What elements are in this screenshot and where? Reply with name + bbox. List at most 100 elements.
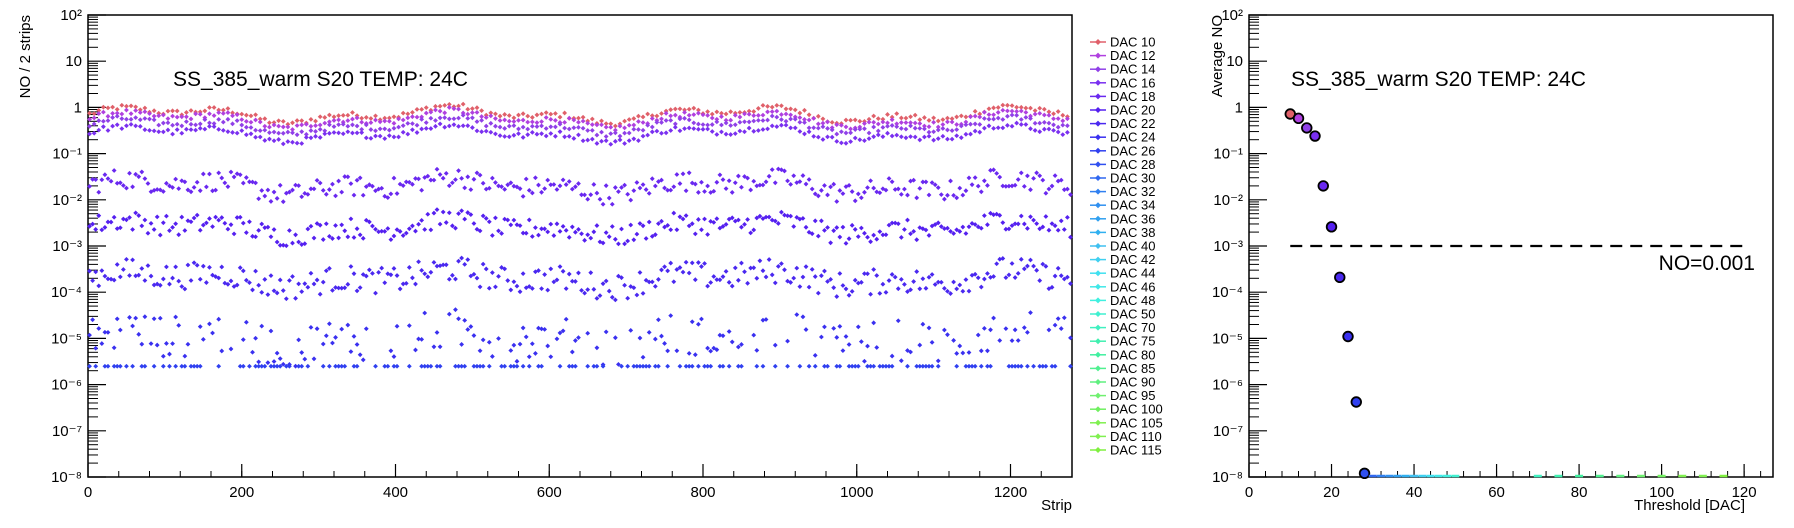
- legend-entry: DAC 50: [1110, 307, 1156, 322]
- left-data-point: [486, 219, 492, 225]
- left-data-point: [434, 263, 440, 269]
- left-data-point: [216, 363, 222, 369]
- left-data-point: [354, 288, 360, 294]
- left-data-point: [422, 310, 428, 316]
- left-data-point: [765, 117, 770, 123]
- left-data-point: [111, 345, 117, 351]
- left-data-point: [357, 232, 363, 238]
- left-data-point: [788, 181, 794, 187]
- left-data-point: [139, 363, 145, 369]
- left-x-tick-label: 800: [690, 484, 715, 501]
- left-data-point: [866, 136, 872, 142]
- left-data-point: [502, 134, 508, 139]
- left-data-point: [569, 278, 575, 284]
- left-data-point: [326, 187, 332, 192]
- left-data-point: [357, 352, 363, 358]
- left-data-point: [831, 326, 837, 331]
- left-data-point: [995, 105, 1001, 110]
- left-data-point: [572, 338, 578, 343]
- left-data-point: [228, 346, 234, 352]
- left-data-point: [631, 363, 637, 369]
- legend-entry: DAC 32: [1110, 184, 1156, 199]
- left-data-point: [774, 108, 780, 114]
- left-data-point: [142, 278, 148, 283]
- left-data-point: [105, 105, 111, 111]
- left-data-point: [545, 287, 551, 293]
- left-data-point: [1049, 221, 1055, 227]
- left-data-point: [553, 118, 558, 123]
- left-data-point: [119, 102, 125, 108]
- left-data-point: [960, 350, 966, 356]
- left-data-point: [898, 358, 904, 364]
- left-data-point: [637, 363, 643, 369]
- left-data-point: [566, 133, 572, 139]
- left-data-point: [514, 184, 520, 190]
- left-data-point: [136, 272, 142, 278]
- left-data-point: [782, 212, 787, 218]
- left-data-point: [290, 274, 295, 279]
- left-data-point: [359, 130, 365, 135]
- left-data-point: [330, 287, 335, 293]
- left-data-point: [433, 103, 438, 109]
- left-data-point: [714, 277, 720, 283]
- left-data-point: [1025, 263, 1030, 269]
- left-data-point: [200, 337, 206, 342]
- legend-entry: DAC 115: [1110, 443, 1162, 458]
- left-data-point: [705, 126, 711, 132]
- left-data-point: [589, 127, 595, 133]
- left-data-point: [130, 184, 135, 190]
- left-data-point: [497, 113, 503, 119]
- left-data-point: [940, 117, 946, 123]
- left-data-point: [672, 124, 678, 130]
- left-data-point: [594, 132, 600, 138]
- left-data-point: [840, 348, 846, 353]
- left-data-point: [529, 130, 535, 135]
- left-data-point: [871, 119, 877, 125]
- left-data-point: [551, 182, 557, 187]
- left-data-point: [646, 329, 652, 335]
- left-data-point: [837, 363, 843, 369]
- left-data-point: [788, 106, 794, 112]
- left-data-point: [124, 256, 129, 262]
- left-data-point: [875, 116, 881, 122]
- left-y-tick-label: 10²: [60, 7, 82, 24]
- left-data-point: [686, 270, 692, 276]
- left-data-point: [434, 363, 440, 369]
- left-data-point: [763, 179, 769, 185]
- left-data-point: [539, 286, 544, 292]
- left-data-point: [954, 286, 960, 292]
- left-data-point: [931, 115, 937, 121]
- left-data-point: [1021, 221, 1027, 227]
- left-data-point: [659, 120, 664, 125]
- left-data-point: [280, 124, 286, 130]
- left-data-point: [880, 134, 886, 140]
- legend-entry: DAC 46: [1110, 279, 1156, 294]
- left-data-point: [243, 319, 249, 325]
- left-data-point: [405, 120, 411, 126]
- left-data-point: [523, 176, 529, 182]
- left-data-point: [600, 281, 606, 287]
- left-data-point: [142, 217, 148, 223]
- left-data-point: [1032, 120, 1038, 126]
- left-data-point: [474, 363, 480, 369]
- left-data-point: [419, 337, 425, 342]
- left-data-point: [313, 129, 318, 134]
- left-data-point: [1006, 363, 1012, 369]
- left-data-point: [1015, 338, 1021, 343]
- left-data-point: [117, 180, 123, 186]
- left-data-point: [165, 127, 171, 133]
- left-data-point: [875, 132, 881, 138]
- left-data-point: [526, 187, 532, 193]
- left-data-point: [130, 227, 135, 232]
- left-data-point: [322, 115, 328, 120]
- right-data-point: [1309, 130, 1321, 142]
- left-data-point: [585, 363, 591, 369]
- left-data-point: [373, 117, 378, 123]
- left-data-point: [820, 120, 826, 126]
- left-data-point: [806, 284, 812, 290]
- left-data-point: [308, 270, 314, 276]
- left-data-point: [100, 109, 106, 115]
- left-data-point: [757, 182, 763, 188]
- legend-marker: [1095, 406, 1101, 413]
- left-data-point: [165, 120, 171, 126]
